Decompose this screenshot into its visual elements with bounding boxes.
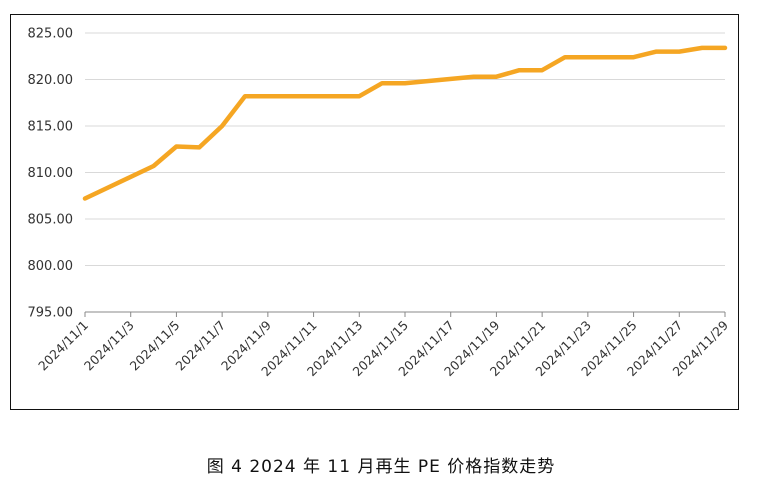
x-tick-labels: 2024/11/12024/11/32024/11/52024/11/72024… — [35, 317, 731, 379]
y-tick-label: 820.00 — [28, 73, 74, 88]
y-tick-labels: 795.00 800.00 805.00 810.00 815.00 820.00 825.… — [28, 27, 74, 321]
line-chart: 795.00 800.00 805.00 810.00 815.00 820.00 825.… — [28, 27, 732, 380]
series-line — [82, 45, 728, 201]
y-tick-label: 800.00 — [28, 259, 74, 274]
series-layer — [82, 45, 728, 201]
y-tick-label: 815.00 — [28, 120, 74, 135]
axes — [84, 311, 726, 317]
chart-frame: 795.00 800.00 805.00 810.00 815.00 820.00 825.… — [10, 14, 739, 410]
y-tick-label: 825.00 — [28, 27, 74, 42]
y-tick-label: 795.00 — [28, 306, 74, 321]
figure-caption: 图 4 2024 年 11 月再生 PE 价格指数走势 — [206, 457, 556, 477]
grid-lines — [85, 32, 725, 266]
y-tick-label: 805.00 — [28, 213, 74, 228]
y-tick-label: 810.00 — [28, 166, 74, 181]
